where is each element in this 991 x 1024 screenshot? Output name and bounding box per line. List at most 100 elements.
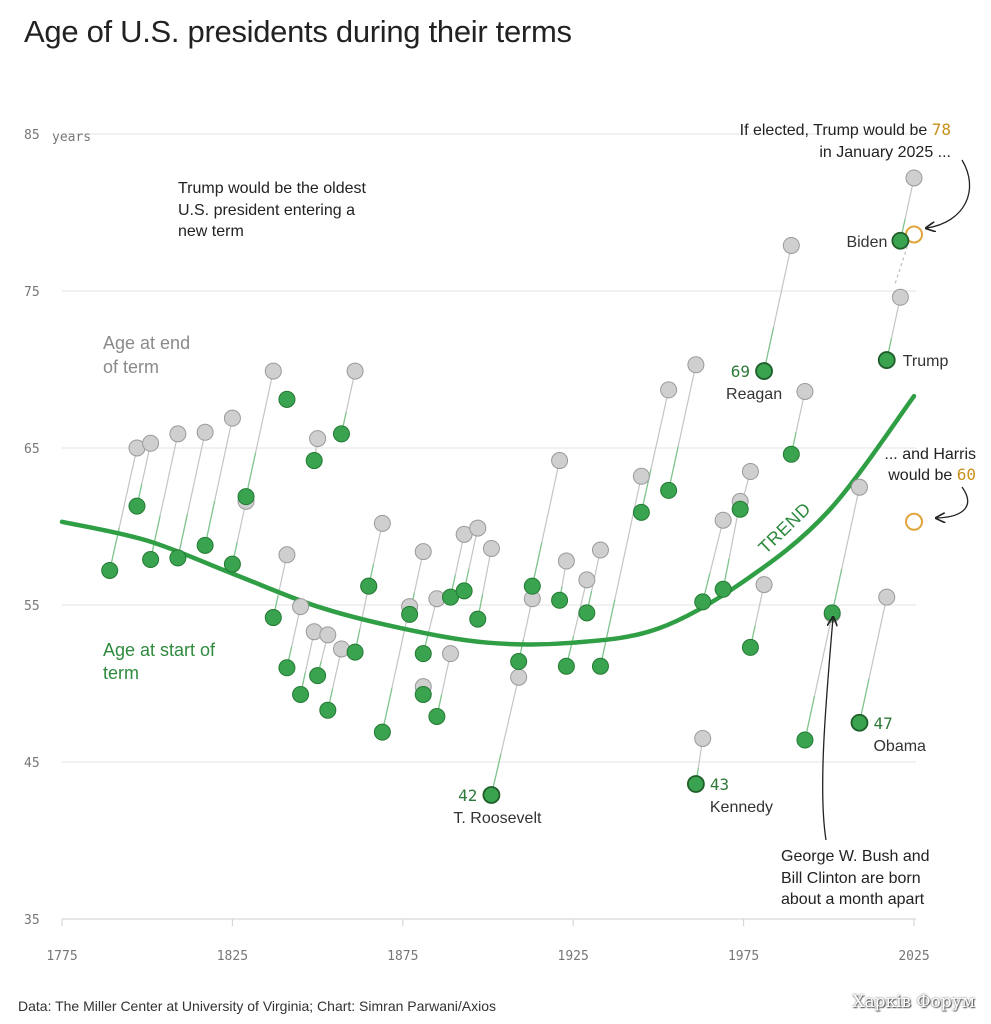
age-label-obama: 47 [873,714,892,733]
end-point-2 [169,425,187,443]
highlight-point-reagan [755,362,773,380]
trump-elected-note-line2: in January 2025 ... [819,144,951,161]
end-point-39 [782,236,800,254]
end-point-3 [196,423,214,441]
start-point-37 [731,500,749,518]
y-tick-35: 35 [24,913,40,928]
end-point-4 [223,409,241,427]
end-point-23 [469,519,487,537]
end-point-12 [319,626,337,644]
end-point-45 [905,169,923,187]
y-tick-55: 55 [24,599,40,614]
start-point-11 [305,452,323,470]
start-series-label-line2: term [103,663,139,683]
start-point-15 [346,643,364,661]
label-reagan: Reagan [726,386,782,403]
label-trump: Trump [903,353,949,370]
start-point-3 [169,549,187,567]
start-point-14 [332,425,350,443]
end-point-38 [755,576,773,594]
age-label-kennedy: 43 [710,775,729,794]
bush-clinton-arrow [822,618,833,841]
end-point-35 [714,511,732,529]
end-point-37 [741,463,759,481]
trump-elected-note-line1: If elected, Trump would be 78 [740,120,951,139]
start-point-9 [278,659,296,677]
label-biden: Biden [846,234,887,251]
y-unit-label: years [52,130,91,145]
start-point-36 [714,580,732,598]
hypothetical-harris [905,512,923,531]
start-point-7 [264,609,282,627]
end-series-label-line1: Age at end [103,333,190,353]
end-point-9 [292,598,310,616]
end-point-28 [557,552,575,570]
age-label-t-roosevelt: 42 [458,786,477,805]
start-point-32 [632,503,650,521]
harris-note-line1: ... and Harris [884,446,976,463]
highlight-point-obama [850,713,869,732]
start-point-19 [414,685,432,703]
source-credit: Data: The Miller Center at University of… [18,998,496,1014]
end-point-33 [687,356,705,374]
start-point-30 [578,604,596,622]
start-point-4 [196,536,214,554]
end-point-24 [482,539,500,557]
harris-note-text: would be [887,467,957,484]
end-point-1 [142,434,160,452]
start-point-8 [278,390,296,408]
end-point-7 [278,546,296,564]
start-point-27 [523,577,541,595]
oldest-note-line3: new term [178,223,244,240]
start-point-6 [237,488,255,506]
trump-arrow [927,159,971,228]
start-point-23 [455,582,473,600]
start-point-42 [823,604,841,622]
y-tick-75: 75 [24,285,40,300]
y-tick-85: 85 [24,128,40,143]
highlight-point-t-roosevelt [482,786,501,804]
chart-canvas: 35 45 55 65 75 85 1775 1825 1875 1925 1975 2025 ye… [24,120,976,964]
start-point-12 [309,667,327,685]
end-point-31 [632,467,650,485]
x-tick-1975: 1975 [728,949,759,964]
end-point-40 [796,382,814,400]
start-point-29 [557,657,575,675]
x-tick-1775: 1775 [46,949,77,964]
highlight-point-kennedy [686,775,705,793]
label-kennedy: Kennedy [710,799,773,816]
oldest-note-line2: U.S. president entering a [178,202,355,219]
start-series-label-line1: Age at start of [103,640,216,660]
start-point-17 [373,723,391,741]
start-point-33 [660,481,678,499]
start-point-31 [591,657,609,675]
x-tick-1825: 1825 [217,949,248,964]
highlight-point-trump [877,351,896,369]
y-axis-ticks: 35 45 55 65 75 85 [24,128,40,928]
harris-arrow [937,486,969,518]
start-point-26 [510,653,528,671]
end-series-label-line2: of term [103,357,159,377]
start-point-5 [223,555,241,573]
y-tick-65: 65 [24,442,40,457]
start-point-10 [292,685,310,703]
end-point-21 [442,645,460,663]
label-obama: Obama [873,738,926,755]
start-point-38 [741,638,759,656]
end-point-32 [660,381,678,399]
end-point-18 [414,543,432,561]
start-point-16 [360,577,378,595]
age-label-reagan: 69 [731,362,750,381]
start-point-13 [319,701,337,719]
trump-dashed-connector [894,246,908,284]
start-point-1 [128,497,146,515]
x-tick-1875: 1875 [387,949,418,964]
x-tick-2025: 2025 [898,949,929,964]
x-axis-ticks: 1775 1825 1875 1925 1975 2025 [46,919,930,964]
y-tick-45: 45 [24,756,40,771]
bush-clinton-note-line2: Bill Clinton are born [781,870,921,887]
trump-elected-text: If elected, Trump would be [740,122,932,139]
start-point-20 [414,645,432,663]
start-point-24 [469,610,487,628]
start-point-18 [401,605,419,623]
